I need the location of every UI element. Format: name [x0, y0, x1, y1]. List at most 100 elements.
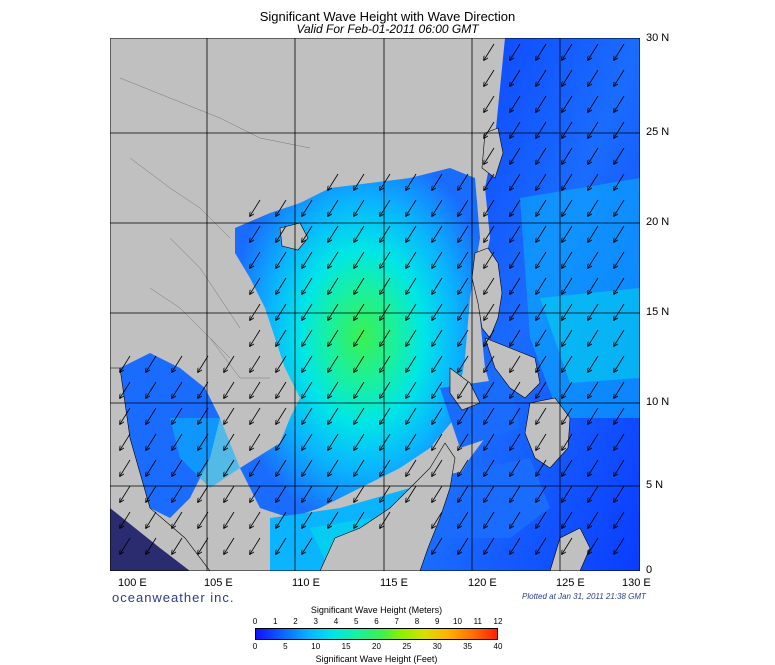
- wave-arrow: [328, 459, 339, 476]
- wave-arrow: [484, 147, 495, 164]
- wave-arrow: [406, 355, 417, 372]
- wave-arrow: [510, 329, 521, 346]
- wave-arrow: [510, 303, 521, 320]
- wave-arrow: [380, 173, 391, 190]
- wave-arrow: [328, 225, 339, 242]
- wave-arrow: [458, 277, 469, 294]
- wave-arrow: [406, 199, 417, 216]
- philippine-sea: [520, 178, 640, 418]
- wave-arrow: [250, 433, 261, 450]
- wave-arrow: [406, 225, 417, 242]
- wave-arrow: [484, 225, 495, 242]
- wave-arrow: [250, 537, 261, 554]
- wave-arrow: [458, 459, 469, 476]
- hainan-land: [279, 222, 309, 251]
- wave-arrow: [510, 199, 521, 216]
- wave-arrow: [588, 355, 599, 372]
- wave-arrow: [484, 537, 495, 554]
- wave-arrow: [380, 199, 391, 216]
- wave-arrow: [276, 511, 287, 528]
- wave-arrow: [432, 225, 443, 242]
- lon-label-125e: 125 E: [556, 577, 585, 589]
- wave-arrow: [614, 121, 625, 138]
- wave-arrow: [146, 433, 157, 450]
- wave-arrow: [614, 537, 625, 554]
- wave-arrow: [250, 277, 261, 294]
- wave-arrow: [536, 147, 547, 164]
- wave-arrow: [588, 459, 599, 476]
- wave-arrow: [484, 173, 495, 190]
- wave-arrow: [276, 329, 287, 346]
- wave-arrow: [484, 329, 495, 346]
- legend-meter-tick: 9: [435, 617, 440, 626]
- wave-arrow: [614, 433, 625, 450]
- wave-arrow: [276, 407, 287, 424]
- wave-arrow: [510, 121, 521, 138]
- wave-arrow: [562, 173, 573, 190]
- chart-title: Significant Wave Height with Wave Direct…: [259, 9, 516, 24]
- wave-arrow: [510, 433, 521, 450]
- wave-arrow: [120, 355, 131, 372]
- wave-arrow: [588, 381, 599, 398]
- wave-arrow: [614, 43, 625, 60]
- wave-arrow: [328, 173, 339, 190]
- wave-arrow: [562, 69, 573, 86]
- gulf-mouth: [170, 418, 240, 488]
- wave-arrow: [380, 459, 391, 476]
- wave-arrow: [380, 303, 391, 320]
- wave-arrow: [302, 407, 313, 424]
- legend-meter-tick: 8: [414, 617, 420, 626]
- wave-arrow: [328, 485, 339, 502]
- wave-arrow: [224, 537, 235, 554]
- wave-arrow: [354, 511, 365, 528]
- lon-label-120e: 120 E: [468, 577, 497, 589]
- legend-meter-tick: 2: [293, 617, 298, 626]
- wave-arrow: [406, 459, 417, 476]
- wave-arrow: [120, 407, 131, 424]
- wave-arrow: [146, 355, 157, 372]
- wave-arrow: [614, 329, 625, 346]
- wave-arrow: [458, 485, 469, 502]
- wave-arrow: [588, 147, 599, 164]
- wave-arrow: [536, 511, 547, 528]
- legend-meter-tick: 3: [313, 617, 318, 626]
- wave-arrow: [588, 173, 599, 190]
- wave-arrow: [432, 355, 443, 372]
- wave-arrow: [146, 537, 157, 554]
- wave-arrow: [458, 199, 469, 216]
- wave-arrow: [536, 43, 547, 60]
- wave-arrow: [614, 225, 625, 242]
- wave-arrow: [380, 511, 391, 528]
- wave-arrow: [250, 381, 261, 398]
- wave-arrow: [328, 199, 339, 216]
- wave-arrow: [302, 277, 313, 294]
- wave-arrow: [484, 407, 495, 424]
- wave-arrow: [302, 329, 313, 346]
- wave-arrow: [484, 277, 495, 294]
- brand-logo: oceanweather inc.: [112, 590, 235, 605]
- wave-arrow: [146, 459, 157, 476]
- wave-arrow: [484, 43, 495, 60]
- wave-arrow: [432, 537, 443, 554]
- wave-arrow: [276, 303, 287, 320]
- wave-arrow: [458, 173, 469, 190]
- wave-arrow: [276, 537, 287, 554]
- legend-feet-tick: 35: [463, 642, 473, 651]
- lon-label-110e: 110 E: [292, 577, 320, 589]
- wave-arrow: [432, 199, 443, 216]
- wave-arrow: [484, 511, 495, 528]
- wave-arrow: [250, 251, 261, 268]
- legend-feet-tick: 5: [283, 642, 288, 651]
- wave-arrow: [614, 199, 625, 216]
- lon-label-105e: 105 E: [204, 577, 233, 589]
- wave-arrow: [536, 303, 547, 320]
- wave-arrow: [120, 381, 131, 398]
- lat-label-15n: 15 N: [646, 306, 670, 318]
- legend-feet-tick: 25: [402, 642, 412, 651]
- wave-arrow: [328, 329, 339, 346]
- wave-arrow: [380, 433, 391, 450]
- legend-feet-tick: 10: [311, 642, 321, 651]
- borneo-land: [319, 442, 456, 571]
- wave-arrow: [198, 485, 209, 502]
- wave-arrow: [302, 511, 313, 528]
